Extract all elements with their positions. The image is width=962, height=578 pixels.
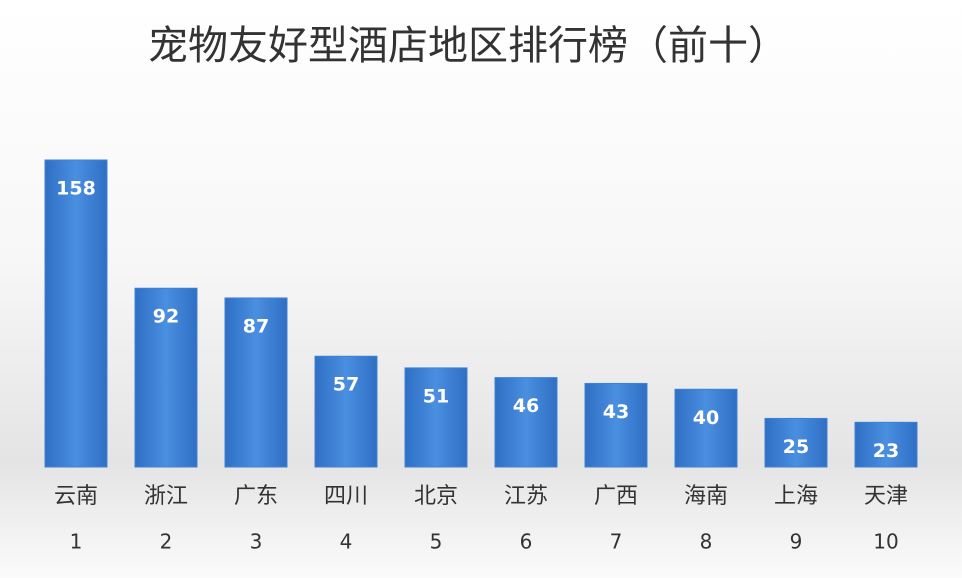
rank-label: 8: [700, 530, 713, 554]
rank-label: 7: [610, 530, 623, 554]
rank-label: 1: [70, 530, 83, 554]
rank-label: 6: [520, 530, 533, 554]
value-label: 57: [333, 374, 359, 396]
x-tick-label: 浙江: [144, 484, 188, 509]
rank-label: 5: [430, 530, 443, 554]
bar: [314, 355, 378, 468]
x-tick-label: 上海: [774, 484, 818, 509]
bar: [674, 388, 738, 468]
rank-label: 2: [160, 530, 173, 554]
value-label: 158: [56, 178, 96, 200]
value-label: 92: [153, 306, 179, 328]
value-label: 40: [693, 407, 719, 429]
bar: [494, 377, 558, 468]
bar: [854, 421, 918, 468]
chart-title: 宠物友好型酒店地区排行榜（前十）: [148, 23, 788, 69]
rank-label: 3: [250, 530, 263, 554]
bar: [224, 297, 288, 468]
bar: [764, 417, 828, 468]
rank-label: 10: [873, 530, 898, 554]
value-label: 25: [783, 436, 809, 458]
rank-label: 9: [790, 530, 803, 554]
x-tick-label: 天津: [864, 484, 908, 509]
x-tick-label: 云南: [54, 484, 98, 509]
x-tick-label: 广东: [234, 484, 278, 509]
bar: [584, 382, 648, 468]
bar: [134, 287, 198, 468]
bar: [44, 159, 108, 468]
value-label: 87: [243, 315, 269, 337]
x-tick-label: 江苏: [504, 484, 548, 509]
value-label: 43: [603, 401, 629, 423]
x-tick-label: 北京: [414, 484, 458, 509]
value-label: 23: [873, 440, 899, 462]
rank-label: 4: [340, 530, 353, 554]
value-label: 51: [423, 385, 449, 407]
x-tick-label: 四川: [324, 484, 368, 509]
x-tick-label: 海南: [684, 484, 728, 509]
bar: [404, 367, 468, 468]
value-label: 46: [513, 395, 539, 417]
x-tick-label: 广西: [594, 484, 638, 509]
